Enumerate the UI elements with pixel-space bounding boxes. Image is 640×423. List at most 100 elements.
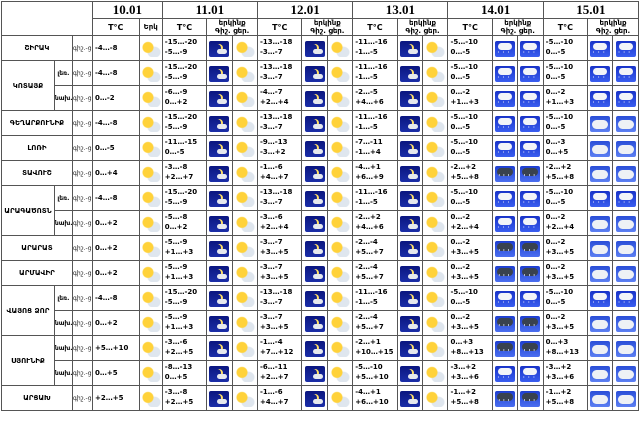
temp-night: -5…-10 [545,188,574,196]
temp-day: 0…-5 [450,48,471,56]
weather-icon-cell [138,135,163,161]
moon-weather-icon [304,66,325,82]
temp-day: 0…-5 [545,73,566,81]
weather-icon-cell [206,60,233,86]
temp-range: -3…-7 +3…+5 [257,235,303,261]
region-row: ԱՐԱՐԱՏգիշ.-ցեր.0…+2-5…-9+1…+3-3…-7+3…+5-… [1,235,639,261]
region-row: ԼՈՌԻգիշ.-ցեր.0…-5-11…-150…-5-9…-13-3…+2-… [1,135,639,161]
weather-icon-cell [301,135,328,161]
weather-icon-cell [587,235,614,261]
weather-icon-cell [396,235,424,261]
weather-icon-cell [326,60,354,86]
sun-weather-icon [425,241,446,257]
temp-range: 0…-2 +2…+4 [447,210,493,236]
subregion-label: նախ. [53,335,73,361]
weather-icon-cell [231,210,259,236]
region-row: ԱՐԱԳԱԾՈՏՆլեռ.գիշ.-ցեր.-4…-8-15…-20-5…-9-… [1,185,639,236]
region-name: ՏԱՎՈՒՇ [1,160,73,186]
weather-icon-cell [231,60,259,86]
weather-icon-cell [491,160,519,186]
weather-icon-cell [326,260,354,286]
weather-icon-cell [422,35,449,61]
sun-weather-icon [425,266,446,282]
moon-weather-icon [209,41,230,57]
weather-icon-cell [326,385,354,411]
weather-icon-cell [138,285,163,311]
temp-day: -3…-7 [260,123,283,131]
weather-icon-cell [231,335,259,361]
weather-icon-cell [612,210,639,236]
weather-icon-cell [231,360,259,386]
weather-icon-cell [422,60,449,86]
weather-icon-cell [517,110,544,136]
temp-range: -2…-4 +5…+7 [352,310,398,336]
temp-10: -4…-8 [91,285,140,311]
temp-day: -5…-9 [164,123,188,131]
temp-range: -4…+1 +6…+10 [352,385,398,411]
temp-night: -11…-16 [355,188,388,196]
temp-range: -2…+1 +10…+15 [352,335,398,361]
sun-weather-icon [425,291,446,307]
temp-night: 0…-2 [545,213,566,221]
weather-icon-cell [422,335,449,361]
temp-night: 0…+3 [545,338,569,346]
moon-weather-icon [399,366,420,382]
weather-icon-cell [396,60,424,86]
weather-icon-cell [326,185,354,211]
moon-weather-icon [209,341,230,357]
temp-day: -5…-9 [164,298,188,306]
weather-icon-cell [231,35,259,61]
weather-icon-cell [612,260,639,286]
time-of-day-label: գիշ.-ցեր. [71,110,93,136]
temp-10: +2…+5 [91,385,140,411]
temp-night: -15…-20 [164,113,198,121]
sun-weather-icon [234,216,255,232]
weather-icon-cell [301,285,328,311]
cloud-weather-icon [615,116,636,132]
weather-icon-cell [326,310,354,336]
moon-weather-icon [209,191,230,207]
temp-night: -4…+1 [355,388,381,396]
sun-weather-icon [425,91,446,107]
rain-weather-icon [495,341,516,357]
sky-label: երկինք [599,19,627,28]
weather-icon-cell [396,385,424,411]
temp-col-header: T°C [91,18,140,36]
temp-range: -5…-10 0…-5 [447,185,493,211]
weather-icon-cell [612,135,639,161]
moon-weather-icon [304,116,325,132]
temp-day: 0…+5 [164,373,188,381]
temp-night: -8…-13 [164,363,193,371]
temp-range: -2…+2 +4…+6 [352,210,398,236]
weather-icon-cell [491,60,519,86]
temp-day: +8…+13 [545,348,580,356]
weather-icon-cell [587,60,614,86]
temp-range: -2…-4 +5…+7 [352,235,398,261]
temp-night: -13…-18 [260,113,293,121]
temp-night: -11…-16 [355,288,388,296]
time-of-day-label: գիշ.-ցեր. [71,260,93,286]
moon-weather-icon [209,241,230,257]
temp-day: +6…+9 [355,173,384,181]
temp-night: 0…-2 [545,88,566,96]
temp-range: -5…-9 +1…+3 [161,310,208,336]
sun-weather-icon [140,266,161,282]
subregion-label: լեռ. [53,285,73,311]
sun-weather-icon [234,141,255,157]
temp-day: +10…+15 [355,348,394,356]
temp-night: 0…-2 [450,213,471,221]
temp-range: 0…-2 +1…+3 [542,85,589,111]
temp-night: -1…-4 [260,338,283,346]
weather-icon-cell [396,360,424,386]
moon-weather-icon [304,41,325,57]
sun-weather-icon [140,166,161,182]
header-sub-row: T°C Երկ T°C երկինք Գիշ. ցեր. T°C երկինք Գիշ. ցե… [2,18,639,36]
sky-col-header: Երկ [138,18,163,36]
temp-day: +3…+5 [545,323,575,331]
rain-weather-icon [520,241,541,257]
weather-icon-cell [396,160,424,186]
temp-day: +4…+7 [260,173,289,181]
weather-icon-cell [206,135,233,161]
moon-weather-icon [399,391,420,407]
